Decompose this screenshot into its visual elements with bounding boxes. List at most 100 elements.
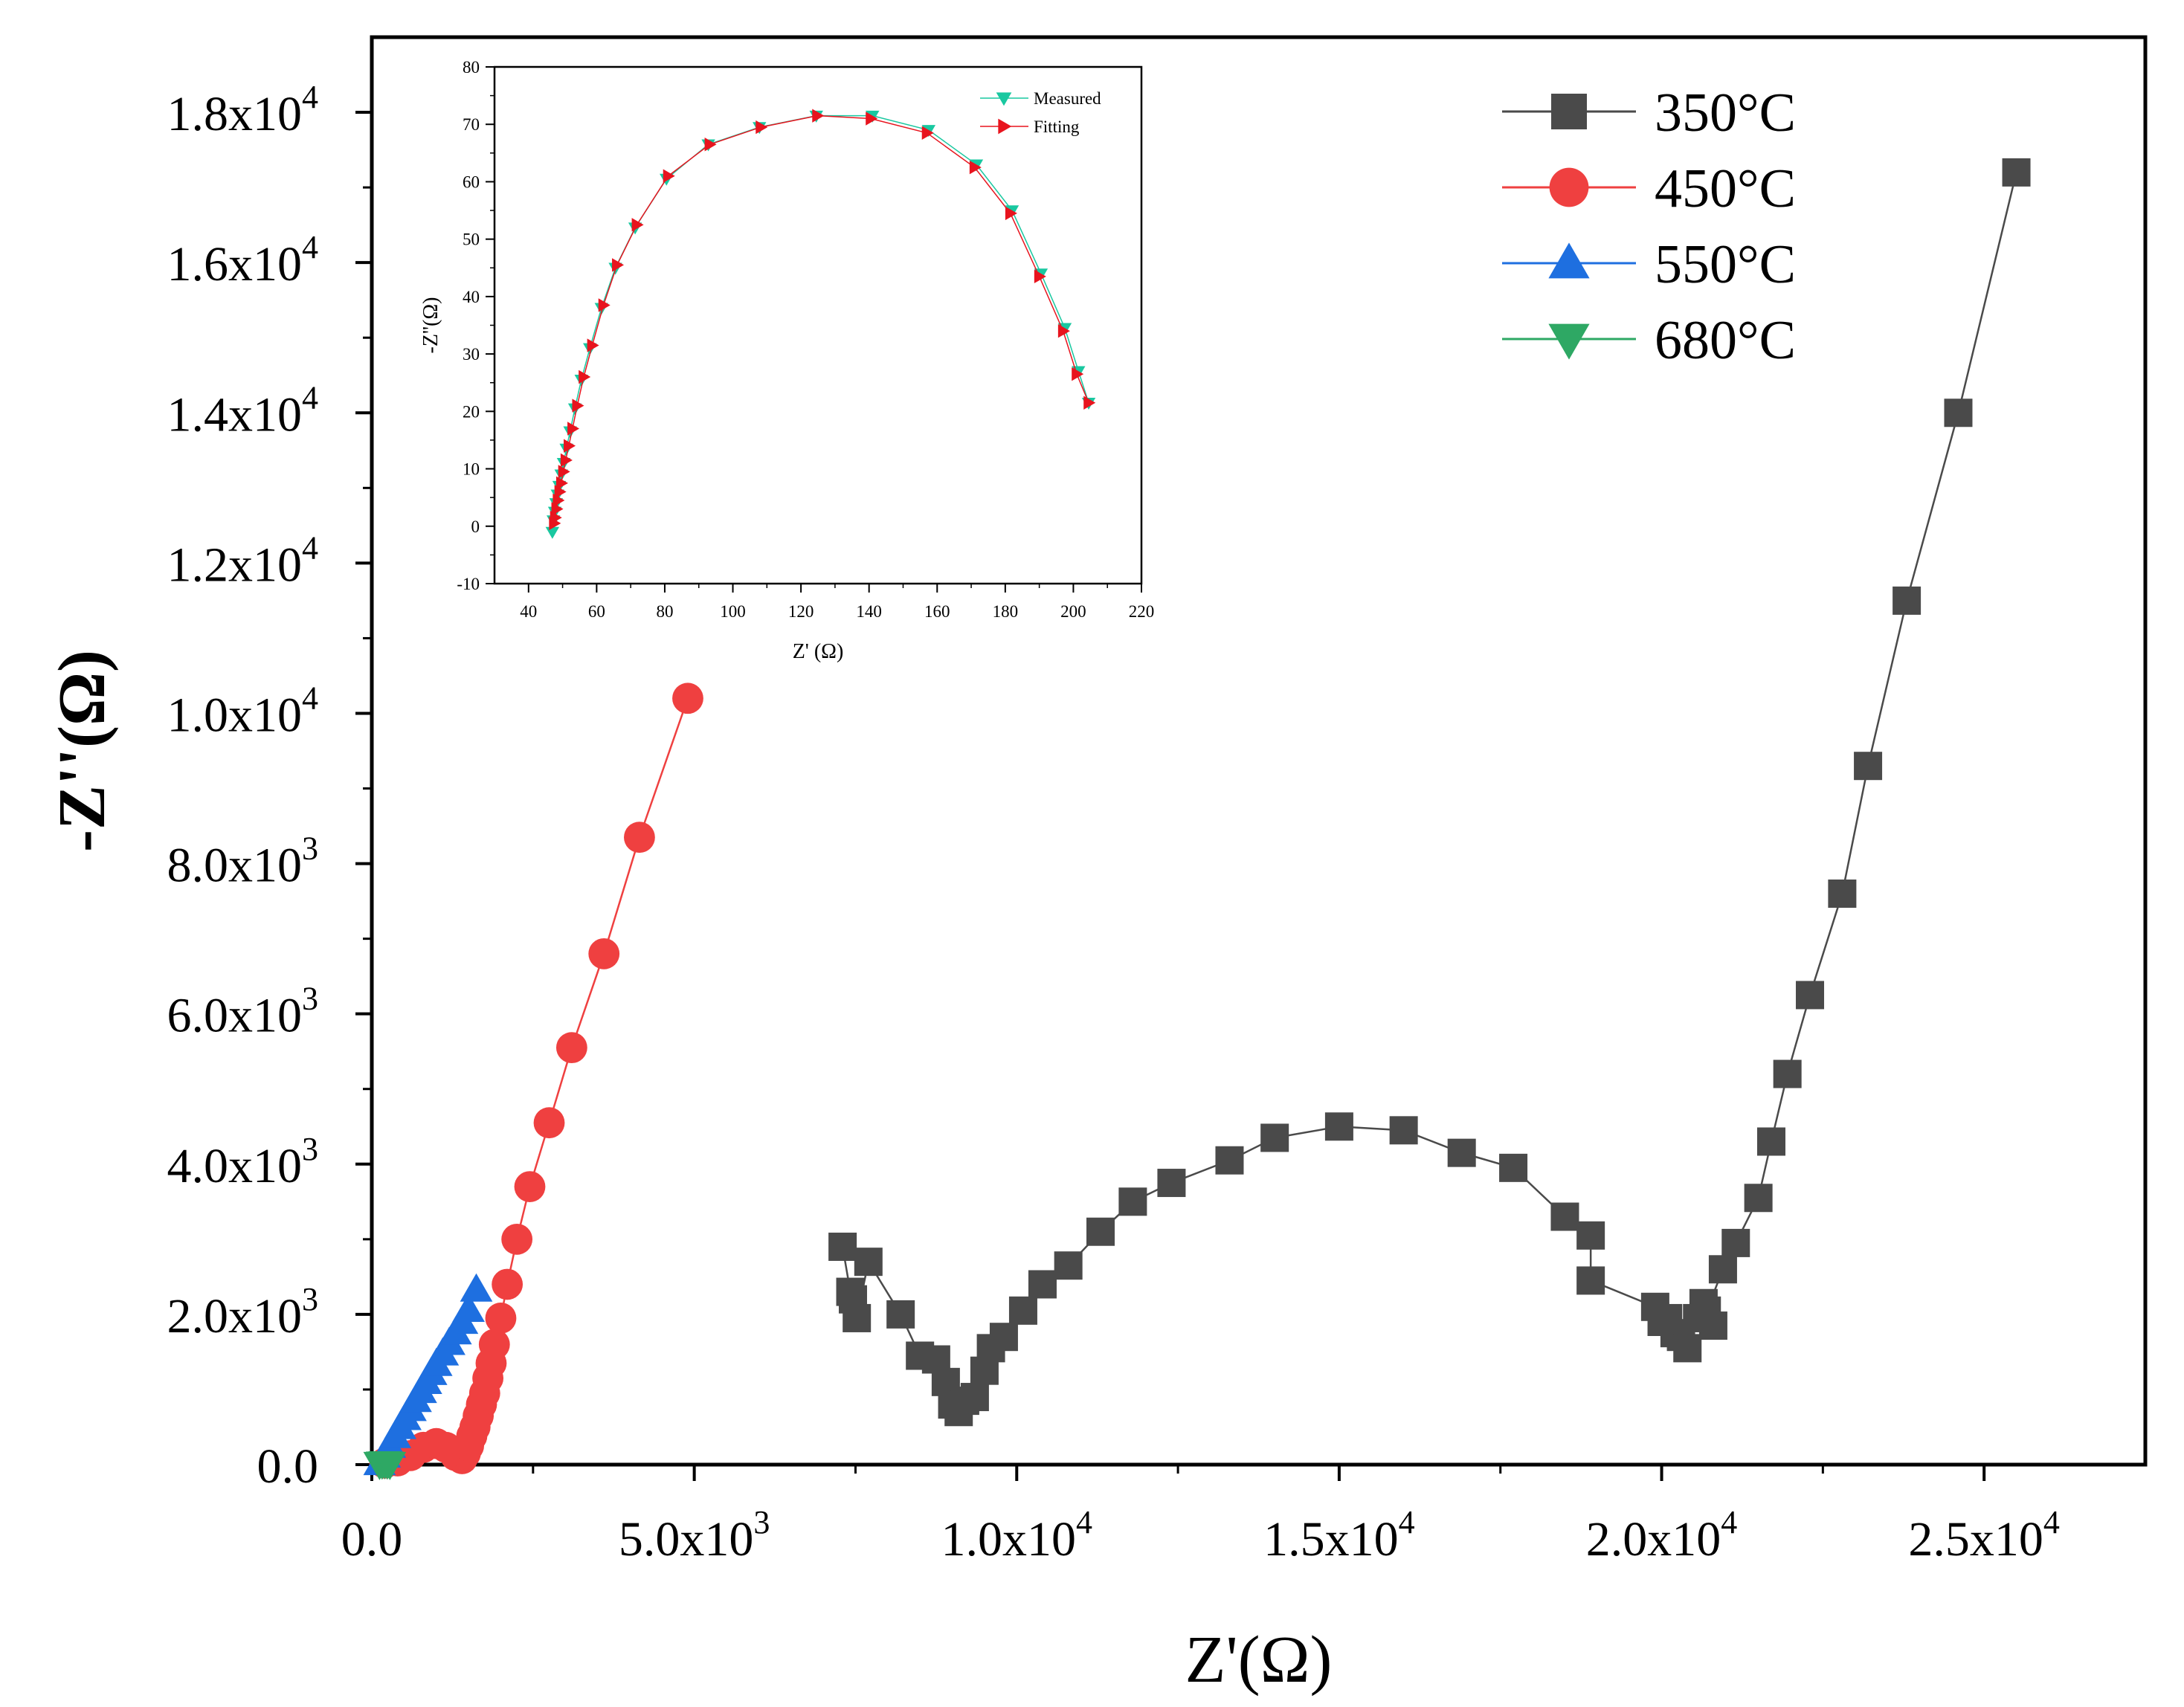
data-point (624, 822, 655, 854)
data-point (843, 1303, 872, 1332)
data-point (1550, 1202, 1579, 1231)
data-point (1447, 1138, 1476, 1167)
inset-data-point (1083, 396, 1096, 410)
series-350°C (828, 158, 2031, 1427)
inset-x-tick-label: 140 (856, 602, 882, 621)
x-tick-label: 1.0x104 (941, 1504, 1093, 1566)
x-tick-mantissa: 1.5x10 (1263, 1512, 1399, 1566)
data-point (960, 1383, 989, 1412)
data-point (452, 1293, 485, 1322)
y-tick-label: 8.0x103 (167, 830, 319, 893)
inset-data-point (598, 298, 611, 312)
inset-y-axis-title: -Z''(Ω) (419, 297, 442, 354)
data-point (1576, 1266, 1605, 1295)
inset-data-point (812, 109, 825, 123)
x-tick-exponent: 4 (1399, 1504, 1415, 1540)
y-tick-label: 0.0 (257, 1439, 319, 1494)
y-tick-mantissa: 2.0x10 (167, 1289, 303, 1343)
y-tick-exponent: 3 (302, 1281, 318, 1317)
data-point (373, 1451, 407, 1480)
data-point (1576, 1221, 1605, 1250)
y-tick-mantissa: 1.6x10 (167, 237, 303, 291)
inset-data-point (756, 120, 768, 135)
data-point (492, 1268, 524, 1300)
inset-data-point (564, 439, 576, 453)
inset-legend-label: Measured (1034, 89, 1101, 108)
series-450°C (369, 683, 703, 1479)
inset-legend-label: Fitting (1034, 117, 1080, 136)
inset-y-tick-label: 0 (471, 517, 480, 536)
y-tick-mantissa: 4.0x10 (167, 1139, 303, 1193)
inset-data-point (1034, 269, 1046, 284)
inset-data-point (969, 160, 982, 175)
y-tick-exponent: 3 (302, 1131, 318, 1167)
legend-label: 550°C (1655, 234, 1796, 295)
x-tick-label: 1.5x104 (1263, 1504, 1415, 1566)
inset-data-point (1005, 206, 1017, 221)
x-tick-label: 0.0 (341, 1512, 403, 1566)
x-tick-mantissa: 5.0x10 (619, 1512, 754, 1566)
inset-legend-marker (996, 92, 1012, 106)
data-point (672, 683, 703, 714)
legend-label: 350°C (1655, 83, 1796, 143)
data-point (1008, 1296, 1037, 1325)
inset-x-tick-label: 220 (1129, 602, 1155, 621)
series-680°C (363, 1451, 407, 1480)
data-point (460, 1273, 493, 1302)
inset-data-point (579, 370, 591, 384)
y-tick-exponent: 3 (302, 981, 318, 1017)
inset-data-point (612, 258, 625, 272)
x-tick-mantissa: 2.0x10 (1586, 1512, 1721, 1566)
y-tick-mantissa: 1.2x10 (167, 538, 303, 592)
data-point (588, 938, 620, 969)
data-point (1673, 1334, 1702, 1363)
inset-data-point (555, 476, 568, 491)
inset-data-point (631, 218, 644, 232)
data-point (989, 1323, 1018, 1352)
inset-data-point (587, 338, 599, 352)
x-axis-title: Z'(Ω) (1185, 1623, 1332, 1697)
data-point (1054, 1251, 1083, 1280)
inset-data-point (704, 138, 717, 152)
inset-data-point (572, 398, 584, 413)
inset-data-point (866, 112, 878, 126)
inset-legend: Measured Fitting (980, 89, 1101, 136)
data-point (1389, 1116, 1418, 1145)
inset-data-point (560, 453, 573, 468)
inset-data-point (558, 465, 570, 479)
inset-data-point (663, 169, 675, 183)
data-point (1708, 1255, 1737, 1284)
x-tick-exponent: 4 (2043, 1504, 2060, 1540)
y-tick-exponent: 4 (302, 229, 318, 265)
inset-y-tick-label: 10 (463, 460, 480, 479)
inset-y-tick-label: -10 (457, 575, 480, 593)
data-point (1944, 398, 1973, 427)
data-point (1260, 1123, 1289, 1152)
inset-data-point (545, 526, 560, 539)
inset-y-tick-label: 20 (463, 402, 480, 421)
inset-data-point (567, 422, 580, 436)
y-tick-mantissa: 8.0x10 (167, 839, 303, 893)
y-tick-label: 2.0x103 (167, 1281, 319, 1343)
inset-y-tick-label: 80 (463, 58, 480, 77)
inset-legend-marker (998, 118, 1012, 135)
data-point (1157, 1169, 1186, 1198)
data-point (478, 1329, 510, 1361)
inset-data-point (1057, 324, 1070, 338)
inset-data-point (921, 126, 934, 141)
data-point (485, 1303, 517, 1334)
legend: 350°C 450°C 550°C 680°C (1502, 83, 1796, 371)
x-tick-exponent: 4 (1076, 1504, 1092, 1540)
x-tick-exponent: 3 (753, 1504, 770, 1540)
x-tick-mantissa: 0.0 (341, 1512, 403, 1566)
data-point (1324, 1112, 1353, 1141)
legend-marker (1549, 167, 1589, 207)
inset-x-tick-label: 100 (720, 602, 746, 621)
inset-x-tick-label: 120 (788, 602, 814, 621)
inset-x-tick-label: 40 (520, 602, 537, 621)
data-point (1028, 1270, 1057, 1299)
data-point (1828, 880, 1857, 908)
data-point (555, 1032, 587, 1064)
y-tick-mantissa: 1.4x10 (167, 387, 303, 442)
y-tick-label: 1.2x104 (167, 529, 319, 592)
